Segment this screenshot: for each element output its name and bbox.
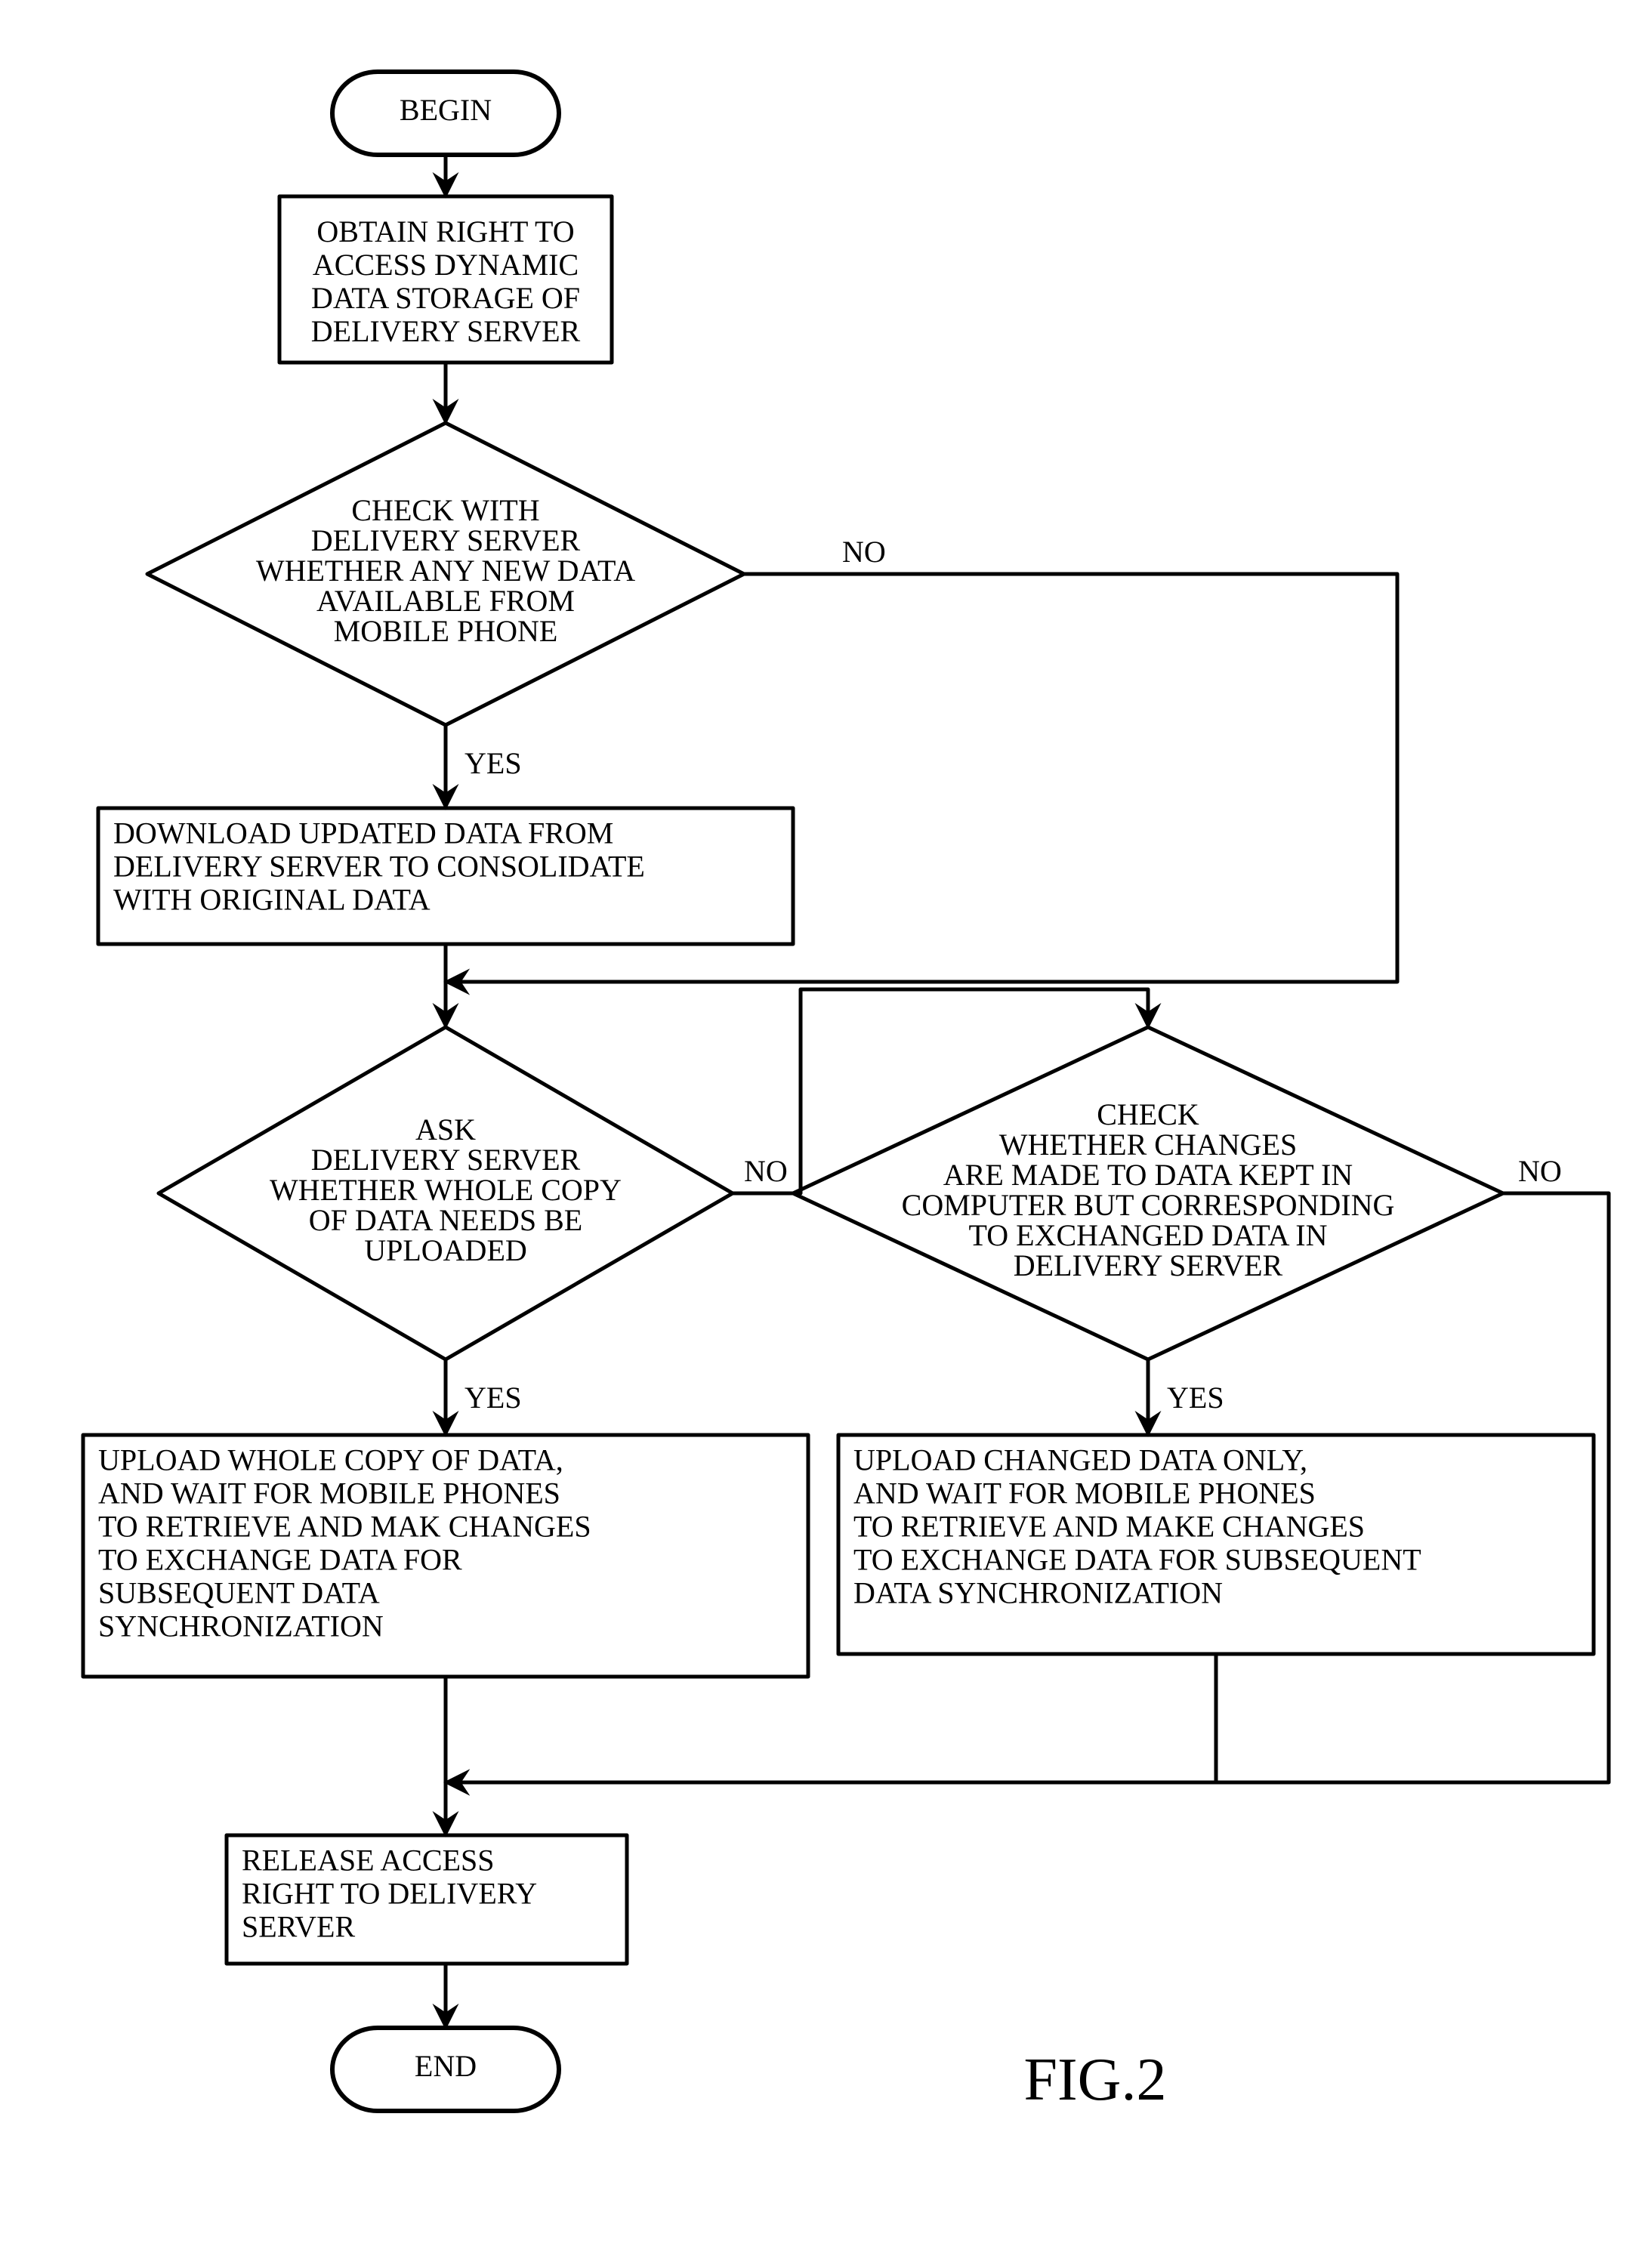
label-check-no: NO bbox=[842, 535, 886, 569]
process-upload-changed-line-0: UPLOAD CHANGED DATA ONLY, bbox=[853, 1443, 1307, 1477]
edge-check-no bbox=[446, 574, 1397, 982]
decision-check-changes-line-4: TO EXCHANGED DATA IN bbox=[969, 1218, 1328, 1252]
terminal-begin: BEGIN bbox=[332, 72, 559, 155]
decision-check-changes-line-5: DELIVERY SERVER bbox=[1014, 1248, 1283, 1282]
decision-check-changes-line-0: CHECK bbox=[1097, 1097, 1199, 1131]
decision-check-new: CHECK WITHDELIVERY SERVERWHETHER ANY NEW… bbox=[147, 423, 744, 725]
decision-check-new-line-0: CHECK WITH bbox=[351, 493, 539, 527]
process-download-line-2: WITH ORIGINAL DATA bbox=[113, 883, 431, 917]
decision-check-changes: CHECKWHETHER CHANGESARE MADE TO DATA KEP… bbox=[793, 1027, 1503, 1359]
process-upload-changed-line-1: AND WAIT FOR MOBILE PHONES bbox=[853, 1477, 1316, 1510]
process-upload-whole: UPLOAD WHOLE COPY OF DATA,AND WAIT FOR M… bbox=[83, 1435, 808, 1677]
terminal-end-label: END bbox=[415, 2049, 477, 2083]
decision-ask-whole-line-2: WHETHER WHOLE COPY bbox=[270, 1173, 622, 1207]
decision-ask-whole-line-4: UPLOADED bbox=[364, 1233, 527, 1267]
decision-ask-whole-line-1: DELIVERY SERVER bbox=[311, 1143, 581, 1177]
decision-check-changes-line-2: ARE MADE TO DATA KEPT IN bbox=[943, 1158, 1353, 1192]
decision-ask-whole: ASKDELIVERY SERVERWHETHER WHOLE COPYOF D… bbox=[159, 1027, 733, 1359]
decision-check-new-line-2: WHETHER ANY NEW DATA bbox=[256, 554, 635, 588]
label-cc-yes: YES bbox=[1167, 1381, 1224, 1415]
decision-check-changes-line-3: COMPUTER BUT CORRESPONDING bbox=[902, 1188, 1395, 1222]
process-release-line-2: SERVER bbox=[242, 1910, 355, 1944]
process-upload-whole-line-1: AND WAIT FOR MOBILE PHONES bbox=[98, 1477, 560, 1510]
process-download: DOWNLOAD UPDATED DATA FROMDELIVERY SERVE… bbox=[98, 808, 793, 944]
decision-ask-whole-line-3: OF DATA NEEDS BE bbox=[309, 1203, 582, 1237]
process-obtain-line-0: OBTAIN RIGHT TO bbox=[316, 214, 574, 248]
process-download-line-0: DOWNLOAD UPDATED DATA FROM bbox=[113, 816, 613, 850]
figure-label: FIG.2 bbox=[1024, 2047, 1167, 2113]
process-obtain-line-3: DELIVERY SERVER bbox=[311, 314, 581, 348]
process-release-line-0: RELEASE ACCESS bbox=[242, 1844, 495, 1878]
process-release: RELEASE ACCESSRIGHT TO DELIVERYSERVER bbox=[227, 1835, 627, 1964]
label-ask-no: NO bbox=[744, 1154, 788, 1188]
decision-check-new-line-1: DELIVERY SERVER bbox=[311, 523, 581, 557]
process-upload-changed: UPLOAD CHANGED DATA ONLY,AND WAIT FOR MO… bbox=[838, 1435, 1594, 1654]
decision-ask-whole-line-0: ASK bbox=[415, 1112, 476, 1146]
process-upload-whole-line-0: UPLOAD WHOLE COPY OF DATA, bbox=[98, 1443, 563, 1477]
process-release-line-1: RIGHT TO DELIVERY bbox=[242, 1877, 537, 1911]
process-upload-changed-line-2: TO RETRIEVE AND MAKE CHANGES bbox=[853, 1510, 1365, 1544]
decision-check-changes-line-1: WHETHER CHANGES bbox=[999, 1128, 1297, 1162]
edge-uc-merge bbox=[446, 1654, 1216, 1782]
label-ask-yes: YES bbox=[464, 1381, 522, 1415]
label-check-yes: YES bbox=[464, 746, 522, 780]
process-upload-whole-line-2: TO RETRIEVE AND MAK CHANGES bbox=[98, 1510, 591, 1544]
decision-check-new-line-3: AVAILABLE FROM bbox=[316, 584, 575, 618]
process-obtain-line-1: ACCESS DYNAMIC bbox=[313, 248, 579, 282]
process-upload-changed-line-3: TO EXCHANGE DATA FOR SUBSEQUENT bbox=[853, 1543, 1421, 1577]
process-upload-changed-line-4: DATA SYNCHRONIZATION bbox=[853, 1576, 1223, 1610]
process-upload-whole-line-4: SUBSEQUENT DATA bbox=[98, 1576, 380, 1610]
terminal-begin-label: BEGIN bbox=[400, 93, 492, 127]
process-obtain: OBTAIN RIGHT TOACCESS DYNAMICDATA STORAG… bbox=[279, 196, 612, 363]
process-download-line-1: DELIVERY SERVER TO CONSOLIDATE bbox=[113, 850, 645, 884]
decision-check-new-line-4: MOBILE PHONE bbox=[334, 614, 558, 648]
process-upload-whole-line-3: TO EXCHANGE DATA FOR bbox=[98, 1543, 462, 1577]
label-cc-no: NO bbox=[1518, 1154, 1562, 1188]
terminal-end: END bbox=[332, 2028, 559, 2111]
process-obtain-line-2: DATA STORAGE OF bbox=[311, 281, 580, 315]
process-upload-whole-line-5: SYNCHRONIZATION bbox=[98, 1609, 384, 1643]
